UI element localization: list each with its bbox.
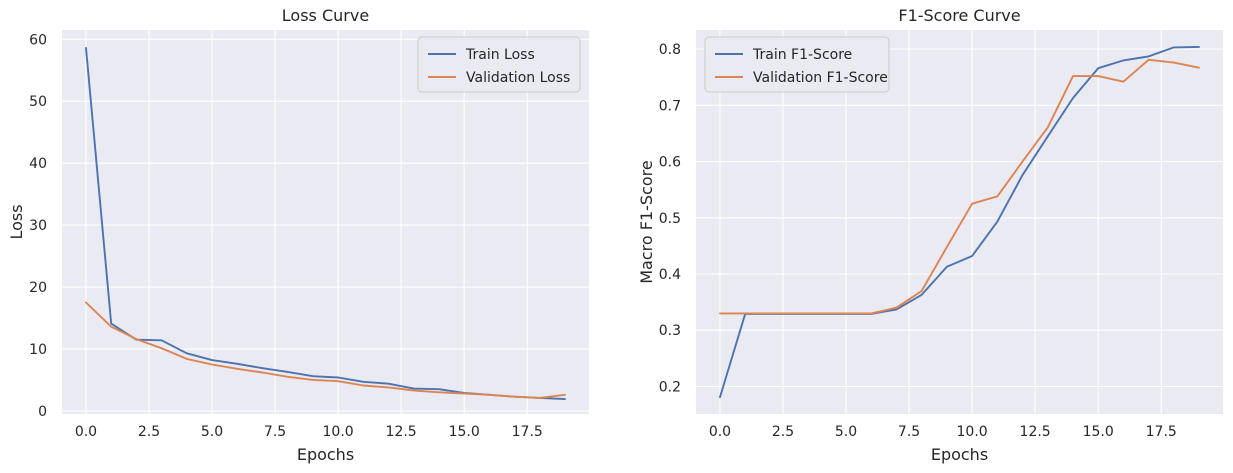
y-tick-label: 0 [38,404,47,420]
x-tick-label: 10.0 [957,424,988,440]
loss-grid [62,30,589,414]
x-tick-label: 0.0 [75,424,97,440]
x-tick-label: 7.5 [264,424,286,440]
x-tick-label: 12.5 [386,424,417,440]
loss-chart-title: Loss Curve [282,6,369,25]
x-tick-label: 7.5 [898,424,920,440]
y-tick-label: 0.2 [659,379,681,395]
f1-y-tick-labels: 0.2 0.3 0.4 0.5 0.6 0.7 0.8 [659,42,681,395]
y-tick-label: 0.8 [659,42,681,58]
loss-plot-area [62,30,589,414]
y-tick-label: 10 [29,342,47,358]
y-tick-label: 40 [29,156,47,172]
x-tick-label: 17.5 [512,424,543,440]
loss-x-axis-label: Epochs [297,445,354,464]
loss-series-lines [85,47,566,401]
f1-x-axis-label: Epochs [931,445,988,464]
legend-label-validation-f1: Validation F1-Score [753,70,888,86]
loss-y-axis-label: Loss [7,204,26,239]
series-line-validation-f1-score [719,58,1200,315]
y-tick-label: 0.3 [659,323,681,339]
loss-legend: Train Loss Validation Loss [417,36,581,93]
loss-chart: 0.0 2.5 5.0 7.5 10.0 12.5 15.0 17.5 0 10 20 30 40 50… [7,6,589,464]
loss-legend-box [417,36,581,93]
y-tick-label: 50 [29,94,47,110]
f1-y-axis-label: Macro F1-Score [637,160,656,283]
f1-score-chart: 0.0 2.5 5.0 7.5 10.0 12.5 15.0 17.5 0.20.30.40.… [637,6,1223,464]
y-tick-label: 0.5 [659,211,681,227]
y-tick-label: 30 [29,218,47,234]
x-tick-label: 12.5 [1020,424,1051,440]
y-tick-label: 0.6 [659,155,681,171]
legend-label-validation-loss: Validation Loss [466,70,570,86]
x-tick-label: 5.0 [835,424,857,440]
legend-label-train-loss: Train Loss [465,47,535,63]
x-tick-label: 17.5 [1146,424,1177,440]
y-tick-label: 0.7 [659,98,681,114]
series-line-validation-loss [85,301,566,399]
x-tick-label: 15.0 [1083,424,1114,440]
x-tick-label: 0.0 [709,424,731,440]
f1-plot-area [696,30,1223,414]
f1-chart-title: F1-Score Curve [898,6,1020,25]
y-tick-label: 60 [29,32,47,48]
x-tick-label: 2.5 [138,424,160,440]
loss-x-tick-labels: 0.0 2.5 5.0 7.5 10.0 12.5 15.0 17.5 [75,424,543,440]
f1-x-tick-labels: 0.0 2.5 5.0 7.5 10.0 12.5 15.0 17.5 [709,424,1177,440]
x-tick-label: 10.0 [323,424,354,440]
x-tick-label: 15.0 [449,424,480,440]
f1-series-lines [719,45,1200,399]
y-tick-label: 0.4 [659,267,681,283]
f1-grid [696,30,1223,414]
y-tick-label: 20 [29,280,47,296]
x-tick-label: 5.0 [201,424,223,440]
f1-legend-box [704,36,890,93]
f1-legend: Train F1-Score Validation F1-Score [704,36,890,93]
legend-label-train-f1: Train F1-Score [752,47,852,63]
x-tick-label: 2.5 [772,424,794,440]
loss-y-tick-labels: 0 10 20 30 40 50 60 [29,32,47,420]
